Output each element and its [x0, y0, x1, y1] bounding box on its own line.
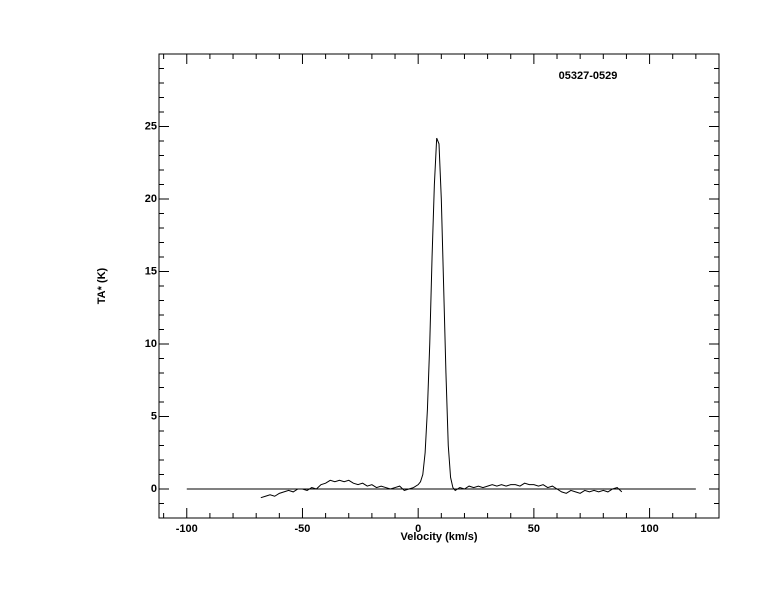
x-tick-label: -50 [295, 523, 311, 535]
spectrum-line [260, 137, 623, 499]
x-tick-label: 100 [640, 523, 658, 535]
y-tick-label: 15 [145, 265, 157, 277]
y-tick-label: 0 [151, 483, 157, 495]
plot-frame [158, 53, 720, 519]
y-tick-label: 5 [151, 410, 157, 422]
x-tick-label: -100 [176, 523, 198, 535]
y-tick-label: 25 [145, 120, 157, 132]
y-tick-label: 10 [145, 338, 157, 350]
annotation: 05327-0529 [559, 70, 618, 82]
x-tick-label: 0 [415, 523, 421, 535]
y-axis-label: TA* (K) [96, 267, 108, 304]
x-axis-label: Velocity (km/s) [400, 531, 477, 543]
x-tick-label: 50 [528, 523, 540, 535]
y-tick-label: 20 [145, 193, 157, 205]
